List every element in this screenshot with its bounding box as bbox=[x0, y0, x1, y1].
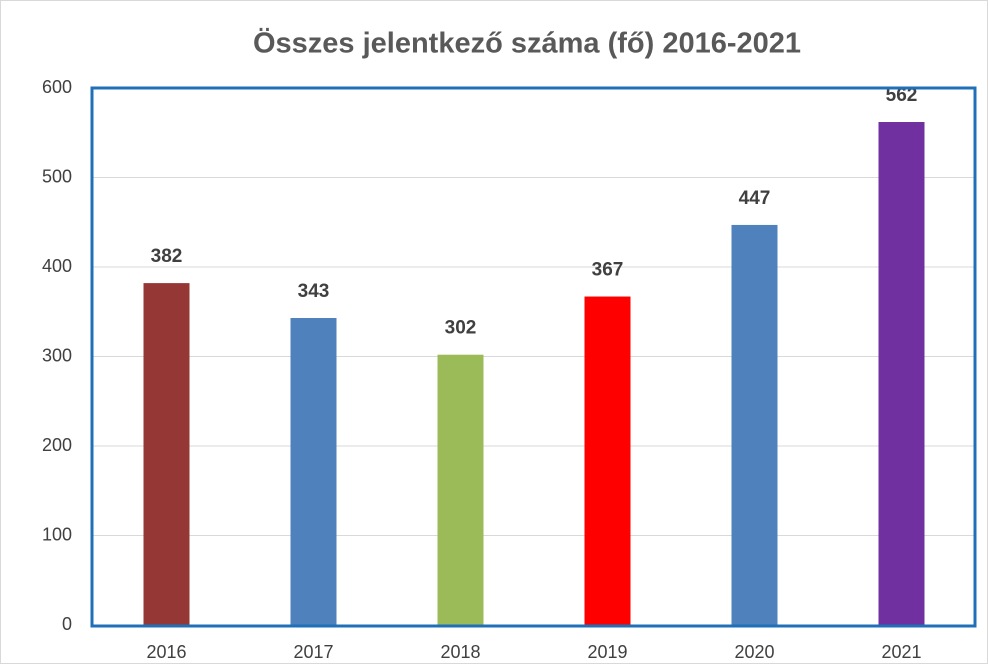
x-tick-label: 2019 bbox=[587, 642, 627, 662]
chart-title: Összes jelentkező száma (fő) 2016-2021 bbox=[253, 27, 801, 60]
x-tick-label: 2020 bbox=[734, 642, 774, 662]
y-tick-label: 200 bbox=[42, 435, 72, 455]
y-tick-label: 400 bbox=[42, 256, 72, 276]
data-label: 367 bbox=[592, 260, 624, 281]
x-tick-label: 2017 bbox=[293, 642, 333, 662]
bar bbox=[143, 283, 190, 625]
bar bbox=[584, 296, 631, 625]
y-tick-label: 300 bbox=[42, 345, 72, 365]
data-label: 382 bbox=[151, 246, 183, 267]
data-label: 562 bbox=[886, 85, 918, 106]
bar bbox=[437, 354, 484, 625]
bar bbox=[290, 318, 337, 625]
y-tick-label: 0 bbox=[62, 614, 72, 634]
bar bbox=[878, 122, 925, 625]
x-tick-label: 2021 bbox=[881, 642, 921, 662]
x-tick-label: 2018 bbox=[440, 642, 480, 662]
bar bbox=[731, 224, 778, 625]
data-label: 302 bbox=[445, 318, 477, 339]
y-tick-label: 500 bbox=[42, 166, 72, 186]
data-label: 343 bbox=[298, 281, 330, 302]
data-label: 447 bbox=[739, 188, 771, 209]
plot-border bbox=[90, 86, 977, 628]
x-tick-label: 2016 bbox=[146, 642, 186, 662]
y-tick-label: 100 bbox=[42, 524, 72, 544]
y-tick-label: 600 bbox=[42, 77, 72, 97]
